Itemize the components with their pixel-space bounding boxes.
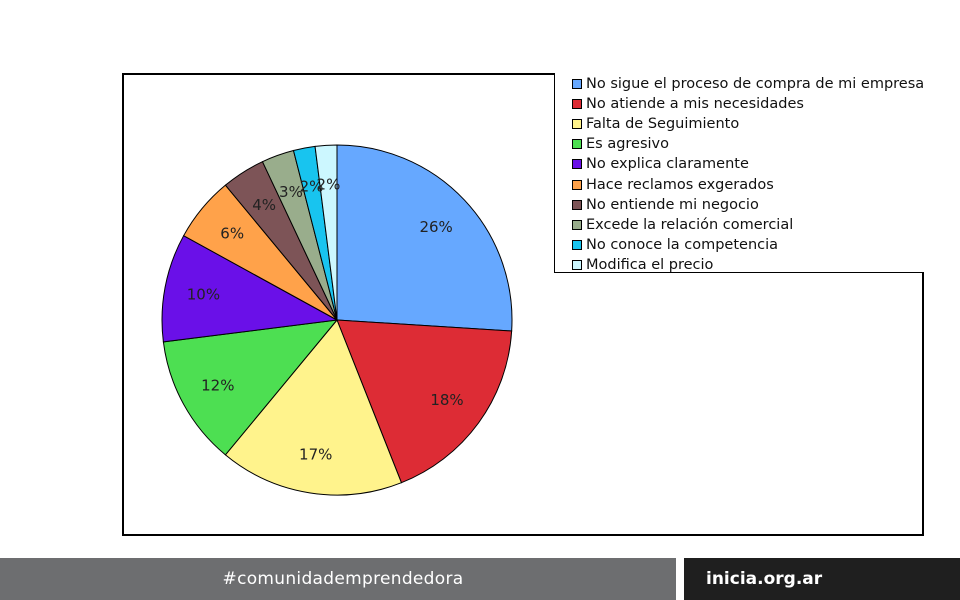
legend-item: No entiende mi negocio [555,195,924,215]
pie-data-label: 3% [279,183,303,201]
legend-item: Modifica el precio [555,255,924,275]
legend-label: Es agresivo [586,136,670,153]
pie-data-label: 18% [430,391,463,409]
legend-item: No conoce la competencia [555,235,924,255]
legend-swatch [572,239,582,250]
legend-swatch [572,99,582,110]
pie-slice-no-sigue-el-proceso-de-compra-de-mi-empresa [336,144,513,332]
legend-item: No sigue el proceso de compra de mi empr… [555,74,924,94]
legend-swatch [572,199,582,210]
pie-slice-no-explica-claramente [161,235,339,343]
legend-label: No entiende mi negocio [586,196,759,213]
legend-swatch [572,79,582,90]
pie-data-label: 6% [220,224,244,242]
legend-label: Hace reclamos exgerados [586,176,774,193]
pie-data-label: 17% [299,445,332,463]
pie-slice-modifica-el-precio [314,144,338,321]
pie-data-label: 12% [201,377,234,395]
pie-data-label: 4% [252,196,276,214]
chart-legend: No sigue el proceso de compra de mi empr… [554,73,924,273]
legend-label: Excede la relación comercial [586,216,794,233]
legend-label: No explica claramente [586,156,749,173]
footer-site[interactable]: inicia.org.ar [706,569,823,589]
legend-label: No conoce la competencia [586,236,779,253]
legend-item: No atiende a mis necesidades [555,94,924,114]
legend-item: Falta de Seguimiento [555,114,924,134]
legend-swatch [572,139,582,150]
footer-hashtag-bar: #comunidademprendedora [0,558,676,600]
legend-item: No explica claramente [555,154,924,174]
pie-data-label: 26% [419,218,452,236]
pie-slice-es-agresivo [162,319,339,456]
pie-data-labels: 26%18%17%12%10%6%4%3%2%2% [187,175,464,463]
legend-label: No sigue el proceso de compra de mi empr… [586,76,925,93]
legend-swatch [572,119,582,130]
pie-data-label: 2% [300,177,324,195]
legend-swatch [572,219,582,230]
pie-data-label: 2% [317,175,341,193]
legend-label: No atiende a mis necesidades [586,96,804,113]
footer-site-bar: inicia.org.ar [684,558,960,600]
pie-slice-no-atiende-a-mis-necesidades [336,319,513,484]
legend-label: Falta de Seguimiento [586,116,740,133]
legend-item: Hace reclamos exgerados [555,174,924,194]
legend-item: Es agresivo [555,134,924,154]
footer-hashtag: #comunidademprendedora [222,569,464,589]
pie-data-label: 10% [187,286,220,304]
legend-swatch [572,159,582,170]
pie-slice-falta-de-seguimiento [224,319,403,496]
pie-slices [161,144,513,496]
legend-label: Modifica el precio [586,256,714,273]
legend-swatch [572,179,582,190]
legend-swatch [572,259,582,270]
legend-item: Excede la relación comercial [555,215,924,235]
